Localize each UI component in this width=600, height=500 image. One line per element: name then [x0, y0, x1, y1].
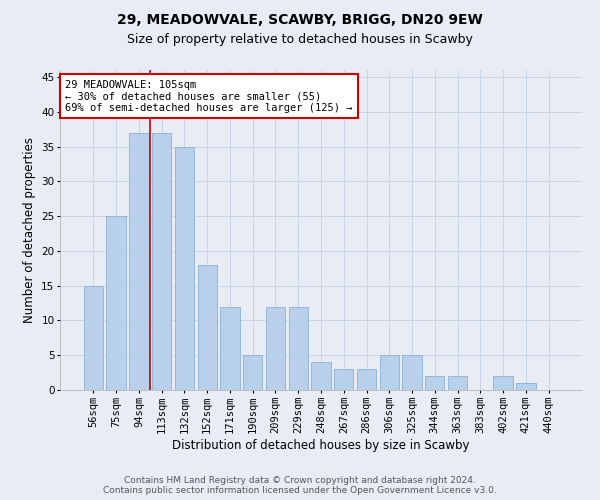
Bar	[516, 383, 536, 390]
Text: 29, MEADOWVALE, SCAWBY, BRIGG, DN20 9EW: 29, MEADOWVALE, SCAWBY, BRIGG, DN20 9EW	[117, 12, 483, 26]
Bar	[220, 306, 239, 390]
Bar	[152, 132, 172, 390]
X-axis label: Distribution of detached houses by size in Scawby: Distribution of detached houses by size …	[172, 438, 470, 452]
Bar	[493, 376, 513, 390]
Bar	[266, 306, 285, 390]
Bar	[448, 376, 467, 390]
Bar	[403, 355, 422, 390]
Bar	[129, 132, 149, 390]
Bar	[197, 265, 217, 390]
Bar	[334, 369, 353, 390]
Bar	[380, 355, 399, 390]
Text: 29 MEADOWVALE: 105sqm
← 30% of detached houses are smaller (55)
69% of semi-deta: 29 MEADOWVALE: 105sqm ← 30% of detached …	[65, 80, 353, 113]
Text: Contains HM Land Registry data © Crown copyright and database right 2024.
Contai: Contains HM Land Registry data © Crown c…	[103, 476, 497, 495]
Bar	[243, 355, 262, 390]
Bar	[425, 376, 445, 390]
Bar	[175, 146, 194, 390]
Bar	[357, 369, 376, 390]
Bar	[106, 216, 126, 390]
Bar	[311, 362, 331, 390]
Bar	[84, 286, 103, 390]
Bar	[289, 306, 308, 390]
Y-axis label: Number of detached properties: Number of detached properties	[23, 137, 35, 323]
Text: Size of property relative to detached houses in Scawby: Size of property relative to detached ho…	[127, 32, 473, 46]
